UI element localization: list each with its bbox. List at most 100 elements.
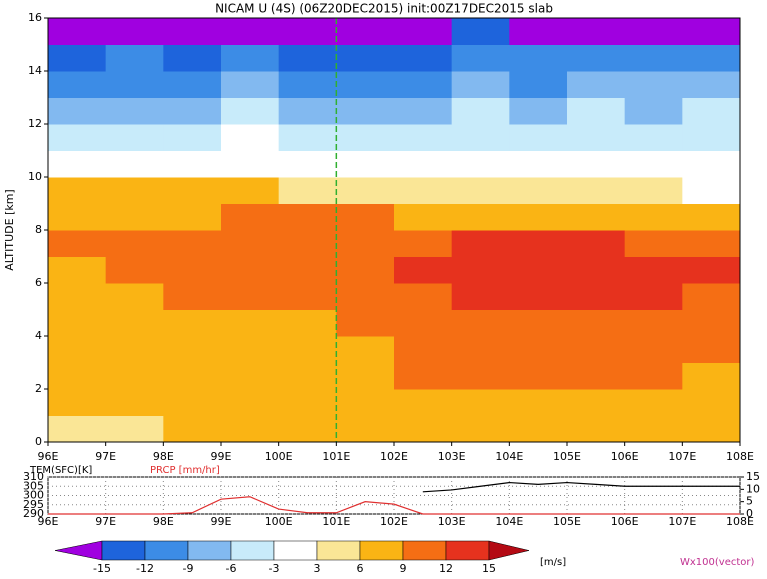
cell	[682, 336, 741, 363]
cell	[336, 389, 395, 416]
cell	[509, 150, 568, 178]
cell	[451, 203, 510, 231]
cell	[163, 283, 222, 310]
x-tick-label: 103E	[438, 515, 466, 528]
cell	[163, 336, 222, 363]
cell	[682, 309, 741, 337]
cell	[451, 124, 510, 151]
cell	[682, 389, 741, 416]
cell	[221, 309, 280, 337]
cell	[278, 309, 337, 337]
cell	[163, 362, 222, 390]
cell	[48, 362, 107, 390]
cell	[278, 389, 337, 416]
cell	[509, 203, 568, 231]
cell	[163, 415, 222, 443]
cell	[336, 362, 395, 390]
cell	[509, 362, 568, 390]
cell	[682, 415, 741, 443]
cell	[567, 256, 626, 284]
x-tick-label: 105E	[553, 515, 581, 528]
cell	[105, 124, 164, 151]
cell	[163, 150, 222, 178]
x-tick-label: 98E	[153, 515, 174, 528]
colorbar-label: -15	[93, 562, 111, 575]
cell	[682, 177, 741, 204]
y-tick-label: 0	[35, 435, 42, 448]
cell	[394, 150, 453, 178]
y-tick-label: 295	[23, 498, 44, 511]
cell	[278, 124, 337, 151]
cell	[394, 389, 453, 416]
cell	[451, 415, 510, 443]
y-tick-label: 6	[35, 276, 42, 289]
cell	[682, 230, 741, 257]
y-tick-label: 2	[35, 382, 42, 395]
cell	[509, 230, 568, 257]
x-tick-label: 97E	[95, 515, 116, 528]
cell	[567, 97, 626, 125]
cell	[682, 71, 741, 98]
cell	[567, 336, 626, 363]
cell	[48, 97, 107, 125]
cell	[48, 203, 107, 231]
cell	[394, 336, 453, 363]
cell	[278, 71, 337, 98]
cell	[48, 415, 107, 443]
cell	[105, 177, 164, 204]
y-tick-label: 8	[35, 223, 42, 236]
cell	[48, 230, 107, 257]
cell	[105, 283, 164, 310]
cell	[624, 18, 683, 45]
cell	[105, 44, 164, 72]
series-line	[422, 481, 740, 493]
x-tick-label: 108E	[726, 450, 754, 463]
cell	[163, 177, 222, 204]
cell	[451, 336, 510, 363]
x-tick-label: 102E	[380, 450, 408, 463]
cell	[394, 71, 453, 98]
cell	[394, 44, 453, 72]
cell	[567, 362, 626, 390]
cell	[163, 203, 222, 231]
y-tick-label: 4	[35, 329, 42, 342]
x-tick-label: 98E	[153, 450, 174, 463]
colorbar-bin	[144, 540, 189, 561]
cell	[336, 71, 395, 98]
x-tick-label: 107E	[668, 450, 696, 463]
cell	[509, 97, 568, 125]
cell	[624, 44, 683, 72]
cell	[394, 124, 453, 151]
cell	[48, 150, 107, 178]
cell	[509, 71, 568, 98]
cell	[451, 230, 510, 257]
cell	[105, 256, 164, 284]
cell	[624, 283, 683, 310]
cell	[567, 309, 626, 337]
colorbar-label: 9	[400, 562, 407, 575]
colorbar-label: 3	[314, 562, 321, 575]
cell	[682, 283, 741, 310]
cell	[221, 44, 280, 72]
cell	[509, 18, 568, 45]
cell	[336, 256, 395, 284]
cell	[48, 177, 107, 204]
cell	[624, 177, 683, 204]
cell	[163, 44, 222, 72]
cell	[105, 230, 164, 257]
cell	[278, 336, 337, 363]
cell	[394, 230, 453, 257]
cell	[394, 203, 453, 231]
cell	[567, 230, 626, 257]
cell	[567, 124, 626, 151]
cell	[278, 150, 337, 178]
cell	[48, 336, 107, 363]
cell	[336, 283, 395, 310]
vector-label: Wx100(vector)	[680, 557, 755, 568]
cell	[278, 97, 337, 125]
cell	[221, 389, 280, 416]
cell	[336, 18, 395, 45]
y2-tick-label: 10	[746, 482, 760, 495]
x-tick-label: 104E	[495, 450, 523, 463]
